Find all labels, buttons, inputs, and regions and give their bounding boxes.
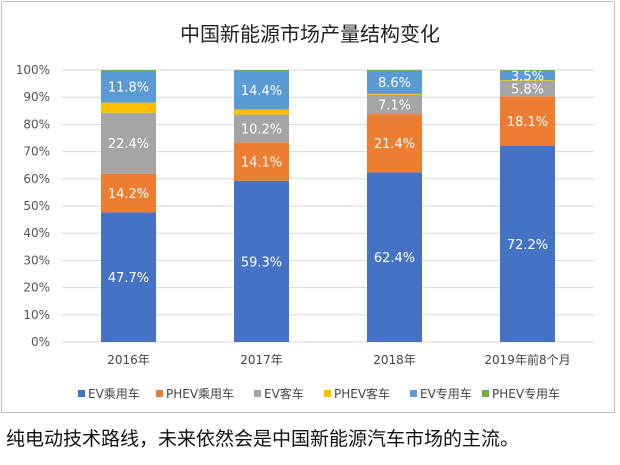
data-label: 14.1% bbox=[241, 156, 282, 171]
legend-label: PHEV客车 bbox=[334, 386, 390, 401]
data-label: 3.5% bbox=[511, 69, 544, 84]
data-label: 21.4% bbox=[374, 137, 415, 152]
x-tick-label: 2018年 bbox=[373, 353, 416, 367]
data-label: 47.7% bbox=[108, 271, 149, 286]
bar-segment bbox=[367, 94, 422, 115]
chart-title: 中国新能源市场产量结构变化 bbox=[180, 22, 440, 46]
y-tick-label: 30% bbox=[23, 253, 50, 267]
legend-swatch bbox=[156, 390, 163, 397]
bar-segment bbox=[101, 70, 156, 71]
data-label: 14.4% bbox=[241, 84, 282, 99]
bar-segment bbox=[500, 70, 555, 71]
y-tick-label: 90% bbox=[23, 90, 50, 104]
bar-segment bbox=[500, 80, 555, 81]
y-tick-label: 40% bbox=[23, 226, 50, 240]
legend-swatch bbox=[324, 390, 331, 397]
data-label: 5.8% bbox=[511, 82, 544, 97]
data-label: 72.2% bbox=[507, 238, 548, 253]
bar-segment bbox=[234, 70, 289, 71]
bar-segment bbox=[500, 70, 555, 81]
legend-swatch bbox=[482, 390, 489, 397]
stacked-bar-chart: 0% 10% 20% 30% 40% 50% 60% 70% 80% 90% 100% 47.7% 14… bbox=[16, 63, 594, 401]
y-tick-label: 60% bbox=[23, 172, 50, 186]
bar-segment bbox=[101, 173, 156, 213]
data-label: 11.8% bbox=[108, 81, 149, 96]
bar-segment bbox=[234, 142, 289, 181]
legend-label: EV专用车 bbox=[420, 386, 472, 401]
bar-segment bbox=[367, 70, 422, 71]
bar-segment bbox=[101, 212, 156, 342]
bar-segment bbox=[367, 70, 422, 94]
legend-label: EV客车 bbox=[264, 386, 304, 401]
bar-segment bbox=[500, 96, 555, 146]
y-tick-label: 100% bbox=[16, 63, 50, 77]
legend-swatch bbox=[254, 390, 261, 397]
legend-label: EV乘用车 bbox=[88, 386, 140, 401]
chart-frame bbox=[1, 1, 615, 413]
x-tick-label: 2016年 bbox=[107, 353, 150, 367]
data-label: 59.3% bbox=[241, 255, 282, 270]
bar-segment bbox=[234, 180, 289, 342]
x-tick-label: 2019年前8个月 bbox=[484, 352, 570, 367]
legend-swatch bbox=[78, 390, 85, 397]
y-tick-label: 10% bbox=[23, 308, 50, 322]
bar-segment bbox=[500, 145, 555, 342]
y-tick-label: 20% bbox=[23, 281, 50, 295]
caption: 纯电动技术路线，未来依然会是中国新能源汽车市场的主流。 bbox=[6, 428, 520, 450]
legend-swatch bbox=[410, 390, 417, 397]
y-tick-label: 0% bbox=[31, 335, 50, 349]
data-label: 7.1% bbox=[378, 98, 411, 113]
data-label: 22.4% bbox=[108, 137, 149, 152]
y-tick-label: 80% bbox=[23, 117, 50, 131]
data-label: 8.6% bbox=[378, 76, 411, 91]
legend-label: PHEV专用车 bbox=[492, 386, 560, 401]
bar-segment bbox=[101, 70, 156, 103]
bar-segment bbox=[367, 93, 422, 95]
bar-segment bbox=[101, 112, 156, 174]
data-label: 18.1% bbox=[507, 115, 548, 130]
bar-segment bbox=[367, 114, 422, 173]
x-tick-label: 2017年 bbox=[240, 353, 283, 367]
data-label: 10.2% bbox=[241, 122, 282, 137]
bar-segment bbox=[367, 172, 422, 342]
bar-segment bbox=[234, 109, 289, 115]
data-label: 14.2% bbox=[108, 187, 149, 202]
y-tick-label: 70% bbox=[23, 145, 50, 159]
bar-segment bbox=[101, 102, 156, 113]
y-tick-label: 50% bbox=[23, 199, 50, 213]
data-label: 62.4% bbox=[374, 251, 415, 266]
bar-segment bbox=[500, 80, 555, 97]
bar-segment bbox=[234, 70, 289, 110]
bar-segment bbox=[234, 114, 289, 143]
legend-label: PHEV乘用车 bbox=[166, 386, 234, 401]
